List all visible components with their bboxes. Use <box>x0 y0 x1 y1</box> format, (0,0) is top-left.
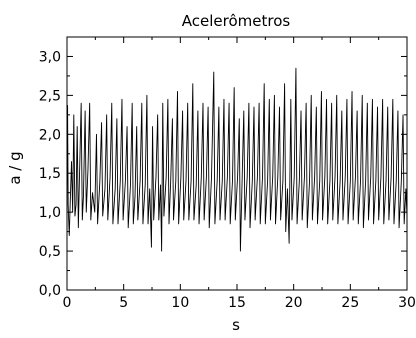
y-tick-label: 0,0 <box>39 283 61 299</box>
y-tick-label: 2,5 <box>39 88 61 104</box>
x-tick-label: 20 <box>285 295 303 311</box>
y-axis-label: a / g <box>6 151 24 184</box>
plot-frame <box>66 36 408 291</box>
x-tick-label: 30 <box>398 295 416 311</box>
y-tick-label: 1,0 <box>39 205 61 221</box>
x-tick-label: 5 <box>119 295 128 311</box>
x-tick-label: 15 <box>228 295 246 311</box>
y-tick-label: 0,5 <box>39 244 61 260</box>
y-tick-label: 2,0 <box>39 127 61 143</box>
x-axis-label: s <box>232 316 240 334</box>
y-tick-label: 3,0 <box>39 49 61 65</box>
axis-ticks: 0 5 10 15 20 25 30 0,0 0,5 1,0 1,5 2,0 2,5 3,0 <box>39 37 416 311</box>
chart-title: Acelerômetros <box>182 12 291 30</box>
y-tick-label: 1,5 <box>39 166 61 182</box>
series-line <box>66 67 408 252</box>
series-layer <box>66 67 408 252</box>
x-tick-label: 25 <box>341 295 359 311</box>
x-tick-label: 10 <box>171 295 189 311</box>
x-tick-label: 0 <box>63 295 72 311</box>
